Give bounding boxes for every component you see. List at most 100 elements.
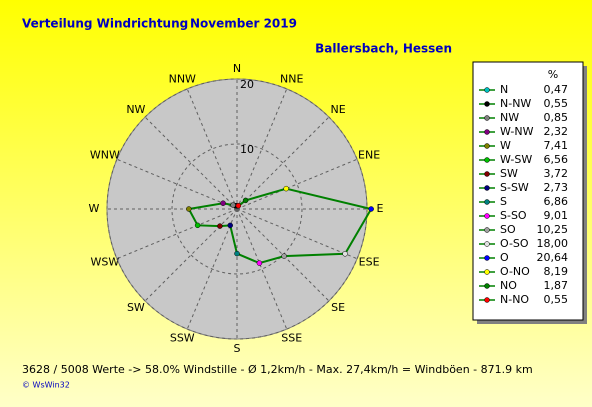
legend-marker — [484, 185, 490, 191]
legend-value: 2,73 — [544, 181, 569, 194]
spoke — [116, 158, 238, 210]
legend-marker — [484, 199, 490, 205]
data-point — [230, 202, 236, 208]
legend-value: 9,01 — [544, 209, 569, 222]
legend-marker — [484, 87, 490, 93]
legend-marker — [484, 171, 490, 177]
legend-marker — [484, 269, 490, 275]
data-point — [186, 206, 192, 212]
legend-name: S-SW — [500, 181, 529, 194]
spoke — [186, 208, 238, 330]
direction-label: SE — [331, 301, 345, 314]
spoke — [186, 88, 238, 210]
data-point — [235, 202, 242, 209]
data-point — [217, 223, 223, 229]
spoke — [236, 116, 330, 210]
legend-marker — [484, 129, 490, 135]
direction-label: W — [89, 202, 100, 215]
legend-marker — [484, 241, 490, 247]
legend-name: N — [500, 83, 508, 96]
legend-value: 8,19 — [544, 265, 569, 278]
direction-label: SSE — [281, 331, 302, 344]
legend-value: 0,85 — [544, 111, 569, 124]
direction-label: SSW — [170, 331, 195, 344]
direction-label: NE — [331, 103, 346, 116]
legend-marker — [484, 283, 490, 289]
legend-marker — [484, 227, 490, 233]
spoke — [236, 208, 330, 302]
legend-marker — [484, 297, 490, 303]
copyright: © WsWin32 — [22, 381, 70, 390]
legend-name: W — [500, 139, 511, 152]
data-point — [234, 250, 240, 257]
legend-value: 10,25 — [537, 223, 569, 236]
spoke — [236, 208, 288, 330]
legend-marker — [484, 143, 490, 149]
spoke — [116, 208, 238, 260]
direction-label: WSW — [91, 256, 120, 269]
data-point — [342, 251, 348, 257]
legend-name: O-SO — [500, 237, 529, 250]
direction-label: WNW — [90, 148, 120, 161]
legend-value: 0,55 — [544, 97, 569, 110]
direction-label: S — [234, 342, 241, 355]
direction-label: ESE — [359, 256, 380, 269]
chart-title: Verteilung Windrichtung — [22, 17, 188, 31]
spoke — [144, 116, 238, 210]
legend-name: SW — [500, 167, 518, 180]
direction-label: ENE — [358, 148, 380, 161]
spoke — [236, 208, 358, 260]
legend-value: 7,41 — [544, 139, 569, 152]
legend-box — [472, 61, 584, 321]
footer: 3628 / 5008 Werte -> 58.0% Windstille - … — [22, 363, 533, 376]
legend-marker — [484, 101, 490, 107]
grid-ring — [171, 143, 303, 275]
legend-name: O — [500, 251, 509, 264]
legend-name: SO — [500, 223, 516, 236]
data-point — [283, 185, 289, 192]
chart-period: November 2019 — [190, 17, 297, 31]
legend-marker — [484, 115, 490, 121]
direction-label: NNE — [280, 73, 303, 86]
legend-marker — [484, 213, 490, 219]
data-point — [256, 260, 263, 266]
direction-label: NW — [126, 103, 145, 116]
spoke — [236, 88, 288, 210]
legend-name: W-SW — [500, 153, 532, 166]
legend-name: S — [500, 195, 507, 208]
location: Ballersbach, Hessen — [315, 42, 452, 56]
data-point — [227, 222, 233, 229]
legend-value: 3,72 — [544, 167, 569, 180]
legend-unit: % — [548, 68, 558, 81]
spoke — [144, 208, 238, 302]
legend-value: 18,00 — [537, 237, 569, 250]
legend-value: 0,47 — [544, 83, 569, 96]
direction-label: SW — [127, 301, 145, 314]
legend-name: NW — [500, 111, 519, 124]
legend-name: O-NO — [500, 265, 530, 278]
direction-label: NNW — [169, 73, 196, 86]
legend-value: 0,55 — [544, 293, 569, 306]
data-point — [194, 222, 201, 229]
legend-value: 6,56 — [544, 153, 569, 166]
data-point — [242, 197, 249, 204]
direction-label: E — [377, 202, 384, 215]
legend-name: W-NW — [500, 125, 534, 138]
r-tick-label: 10 — [240, 143, 254, 156]
direction-label: N — [233, 62, 241, 75]
legend-value: 1,87 — [544, 279, 569, 292]
legend-name: S-SO — [500, 209, 527, 222]
legend-name: N-NO — [500, 293, 529, 306]
legend-name: N-NW — [500, 97, 531, 110]
data-point — [281, 253, 287, 259]
legend-marker — [484, 157, 490, 163]
spoke — [236, 158, 358, 210]
legend-name: NO — [500, 279, 517, 292]
legend-value: 2,32 — [544, 125, 569, 138]
data-point — [220, 200, 226, 206]
legend-value: 20,64 — [537, 251, 569, 264]
legend-marker — [484, 255, 490, 261]
r-tick-label: 20 — [240, 78, 254, 91]
